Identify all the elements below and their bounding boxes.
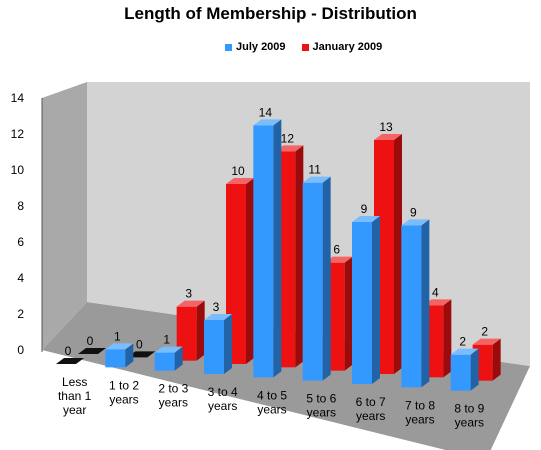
bar-value-label: 1 bbox=[163, 333, 170, 347]
legend: July 2009 January 2009 bbox=[225, 41, 382, 53]
bar-side bbox=[470, 348, 479, 391]
bar-value-label: 13 bbox=[379, 120, 393, 134]
bar-value-label: 1 bbox=[114, 329, 121, 343]
bar-side bbox=[372, 216, 380, 384]
legend-label-january: January 2009 bbox=[312, 41, 383, 53]
bar bbox=[154, 346, 183, 371]
bar-value-label: 12 bbox=[281, 131, 295, 145]
chart-side-wall bbox=[42, 82, 87, 350]
bar-front bbox=[450, 354, 471, 391]
y-tick-label: 0 bbox=[17, 343, 24, 357]
bar-value-label: 14 bbox=[259, 105, 273, 119]
bar-side bbox=[295, 145, 304, 368]
x-tick-label: 6 to 7 years bbox=[356, 395, 386, 423]
bar-front bbox=[105, 349, 126, 368]
bar-top bbox=[154, 346, 183, 353]
bar-top bbox=[352, 216, 380, 222]
bar-value-label: 2 bbox=[481, 325, 488, 339]
bar-front bbox=[401, 225, 422, 388]
bar-front bbox=[204, 320, 224, 374]
bar-top bbox=[450, 348, 479, 355]
bar-top bbox=[253, 119, 282, 126]
bar-side bbox=[394, 134, 402, 374]
chart-floor bbox=[42, 302, 530, 450]
bar-side bbox=[224, 314, 232, 374]
bar-top bbox=[226, 178, 254, 184]
bar-side bbox=[443, 299, 452, 378]
x-tick-label: Less than 1 year bbox=[58, 375, 92, 417]
bar-side bbox=[344, 256, 353, 371]
bar-side bbox=[421, 219, 430, 388]
bar-value-label: 3 bbox=[213, 300, 220, 314]
bar-side bbox=[196, 300, 205, 361]
bar-top bbox=[105, 343, 134, 350]
bar bbox=[78, 348, 106, 354]
bar-side bbox=[174, 346, 183, 371]
bar-side bbox=[273, 119, 282, 378]
bar-top bbox=[204, 314, 232, 320]
bar-front bbox=[253, 125, 274, 378]
bar-front bbox=[154, 352, 175, 371]
y-tick-label: 4 bbox=[17, 271, 24, 285]
bar-value-label: 0 bbox=[87, 334, 94, 348]
bar-zero-cap bbox=[78, 348, 106, 354]
bar-front bbox=[352, 222, 372, 384]
x-tick-label: 2 to 3 years bbox=[158, 382, 188, 410]
y-tick-label: 12 bbox=[11, 127, 25, 141]
bar-value-label: 10 bbox=[231, 164, 245, 178]
bar-value-label: 0 bbox=[136, 337, 143, 351]
bar-top bbox=[374, 134, 402, 140]
bar bbox=[401, 219, 430, 388]
bar-value-label: 9 bbox=[410, 205, 417, 219]
bar-top bbox=[324, 256, 353, 263]
bar bbox=[105, 343, 134, 368]
bar-top bbox=[423, 299, 452, 306]
bar-side bbox=[492, 338, 501, 381]
legend-item-january: January 2009 bbox=[301, 41, 383, 53]
y-tick-label: 2 bbox=[17, 307, 24, 321]
bar bbox=[302, 176, 331, 381]
bar-value-label: 9 bbox=[361, 202, 368, 216]
bar-value-label: 0 bbox=[65, 344, 72, 358]
legend-swatch-july bbox=[225, 43, 232, 51]
bar-value-label: 2 bbox=[459, 335, 466, 349]
bar-top bbox=[275, 145, 304, 152]
x-tick-label: 3 to 4 years bbox=[208, 385, 238, 413]
bar-value-label: 4 bbox=[432, 285, 439, 299]
bar bbox=[352, 216, 380, 384]
bar-side bbox=[246, 178, 254, 364]
bar-side bbox=[125, 343, 134, 368]
y-tick-label: 6 bbox=[17, 235, 24, 249]
legend-swatch-january bbox=[301, 43, 309, 51]
x-tick-label: 7 to 8 years bbox=[405, 398, 435, 426]
y-tick-label: 10 bbox=[11, 163, 25, 177]
y-tick-label: 14 bbox=[11, 91, 25, 105]
bar-top bbox=[401, 219, 430, 226]
x-tick-label: 8 to 9 years bbox=[454, 402, 484, 430]
bar-top bbox=[302, 176, 331, 183]
bar bbox=[204, 314, 232, 374]
bar bbox=[127, 351, 156, 358]
legend-item-july: July 2009 bbox=[225, 41, 286, 53]
x-tick-label: 5 to 6 years bbox=[306, 392, 336, 420]
bar-top bbox=[176, 300, 205, 307]
bar bbox=[253, 119, 282, 378]
x-tick-label: 4 to 5 years bbox=[257, 388, 287, 416]
bar-value-label: 3 bbox=[185, 287, 192, 301]
bar-zero-cap bbox=[56, 358, 84, 364]
chart-title: Length of Membership - Distribution bbox=[124, 4, 417, 23]
y-tick-label: 8 bbox=[17, 199, 24, 213]
bar bbox=[56, 358, 84, 364]
x-tick-label: 1 to 2 years bbox=[109, 378, 139, 406]
legend-label-july: July 2009 bbox=[236, 41, 286, 53]
bar bbox=[450, 348, 479, 391]
bar-front bbox=[302, 182, 323, 381]
bar-value-label: 11 bbox=[308, 163, 321, 177]
bar-side bbox=[322, 176, 331, 381]
bar-zero-cap bbox=[127, 351, 156, 358]
bar-top bbox=[472, 338, 501, 345]
bar-value-label: 6 bbox=[333, 243, 340, 257]
